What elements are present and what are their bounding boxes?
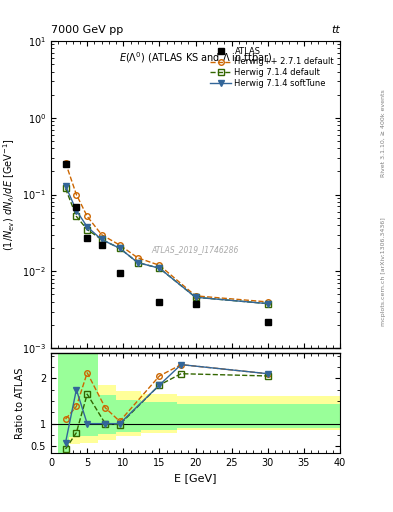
ATLAS bbox=[265, 319, 270, 325]
Herwig 7.1.4 default bbox=[63, 185, 68, 191]
Herwig 7.1.4 softTune bbox=[85, 224, 90, 230]
ATLAS bbox=[63, 161, 68, 167]
Y-axis label: Ratio to ATLAS: Ratio to ATLAS bbox=[15, 368, 25, 439]
Text: ATLAS_2019_I1746286: ATLAS_2019_I1746286 bbox=[152, 245, 239, 254]
Line: Herwig 7.1.4 softTune: Herwig 7.1.4 softTune bbox=[63, 183, 270, 306]
Text: 7000 GeV pp: 7000 GeV pp bbox=[51, 25, 123, 35]
Herwig 7.1.4 default bbox=[85, 226, 90, 232]
Herwig 7.1.4 default bbox=[265, 301, 270, 307]
Herwig 7.1.4 softTune bbox=[118, 245, 122, 251]
Herwig++ 2.7.1 default bbox=[193, 293, 198, 299]
ATLAS bbox=[118, 270, 122, 276]
Herwig 7.1.4 default bbox=[157, 265, 162, 271]
Herwig 7.1.4 default bbox=[118, 245, 122, 251]
Herwig 7.1.4 softTune bbox=[265, 301, 270, 307]
Line: Herwig 7.1.4 default: Herwig 7.1.4 default bbox=[63, 186, 270, 306]
Herwig++ 2.7.1 default bbox=[265, 299, 270, 305]
Herwig 7.1.4 softTune bbox=[157, 265, 162, 271]
Text: tt: tt bbox=[331, 25, 340, 35]
Herwig++ 2.7.1 default bbox=[157, 262, 162, 268]
Herwig++ 2.7.1 default bbox=[118, 242, 122, 248]
Herwig 7.1.4 default bbox=[99, 237, 104, 243]
Herwig 7.1.4 softTune bbox=[193, 294, 198, 301]
ATLAS bbox=[193, 301, 198, 307]
Text: Rivet 3.1.10, ≥ 400k events: Rivet 3.1.10, ≥ 400k events bbox=[381, 89, 386, 177]
Text: $E(\Lambda^0)$ (ATLAS KS and $\Lambda$ in ttbar): $E(\Lambda^0)$ (ATLAS KS and $\Lambda$ i… bbox=[119, 50, 272, 65]
ATLAS bbox=[157, 299, 162, 305]
Herwig 7.1.4 softTune bbox=[63, 183, 68, 189]
Y-axis label: $(1/N_\mathrm{ev})\ dN_\Lambda/dE\ [\mathrm{GeV}^{-1}]$: $(1/N_\mathrm{ev})\ dN_\Lambda/dE\ [\mat… bbox=[1, 138, 17, 251]
Line: Herwig++ 2.7.1 default: Herwig++ 2.7.1 default bbox=[63, 160, 270, 305]
Herwig 7.1.4 default bbox=[136, 260, 140, 266]
ATLAS bbox=[74, 204, 79, 210]
Herwig++ 2.7.1 default bbox=[74, 191, 79, 198]
Herwig++ 2.7.1 default bbox=[85, 214, 90, 220]
Herwig 7.1.4 softTune bbox=[136, 260, 140, 266]
Herwig++ 2.7.1 default bbox=[63, 160, 68, 166]
ATLAS bbox=[85, 235, 90, 241]
Herwig 7.1.4 softTune bbox=[74, 207, 79, 214]
X-axis label: E [GeV]: E [GeV] bbox=[174, 474, 217, 483]
Text: mcplots.cern.ch [arXiv:1306.3436]: mcplots.cern.ch [arXiv:1306.3436] bbox=[381, 217, 386, 326]
Herwig++ 2.7.1 default bbox=[136, 255, 140, 261]
ATLAS bbox=[99, 242, 104, 248]
Herwig 7.1.4 softTune bbox=[99, 237, 104, 243]
Herwig 7.1.4 default bbox=[74, 214, 79, 220]
Legend: ATLAS, Herwig++ 2.7.1 default, Herwig 7.1.4 default, Herwig 7.1.4 softTune: ATLAS, Herwig++ 2.7.1 default, Herwig 7.… bbox=[208, 45, 337, 90]
Line: ATLAS: ATLAS bbox=[62, 161, 271, 325]
Herwig 7.1.4 default bbox=[193, 294, 198, 301]
Herwig++ 2.7.1 default bbox=[99, 231, 104, 238]
